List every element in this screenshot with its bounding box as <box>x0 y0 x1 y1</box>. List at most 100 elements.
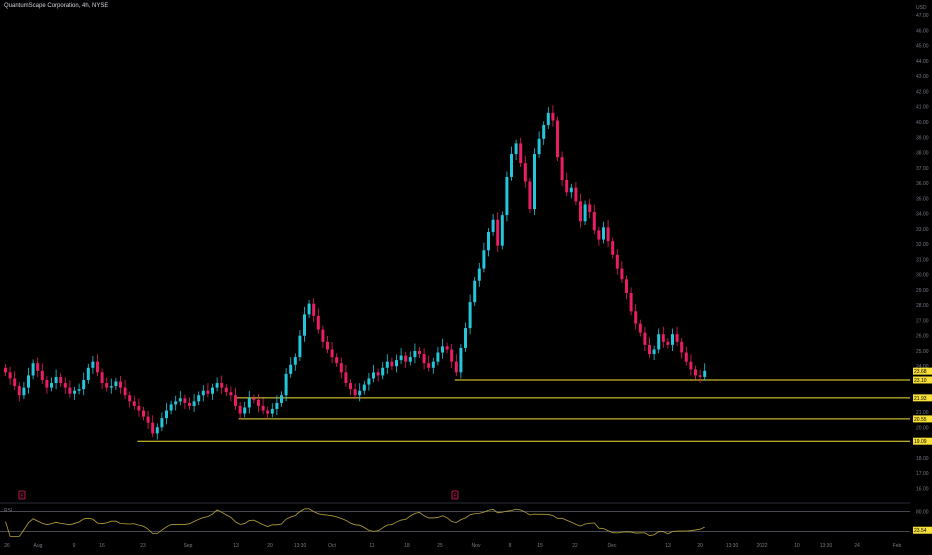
candle-body <box>353 389 357 396</box>
candle-body <box>82 379 86 390</box>
rsi-value-tag-bg <box>913 526 932 534</box>
candle-body <box>579 201 582 222</box>
candle-body <box>666 341 670 345</box>
candle-body <box>13 378 17 387</box>
y-tick-label: 44.00 <box>916 59 929 65</box>
candle-body <box>671 334 674 345</box>
candle-body <box>73 390 76 394</box>
y-tick-label: 47.00 <box>916 13 929 19</box>
y-tick-label: 26.00 <box>916 334 929 340</box>
candle-body <box>243 407 247 414</box>
candle-body <box>583 204 587 222</box>
candle-body <box>155 427 159 434</box>
candle-body <box>188 402 191 406</box>
candle-body <box>91 361 95 368</box>
earnings-marker <box>451 490 459 500</box>
candle-body <box>459 347 463 373</box>
y-tick-label: 16.00 <box>916 486 929 492</box>
candle-body <box>339 363 343 373</box>
candle-body <box>45 379 49 388</box>
candle-body <box>229 392 233 396</box>
candle-body <box>22 387 26 396</box>
candle-body <box>454 361 458 373</box>
candle-body <box>629 292 633 312</box>
candle-body <box>652 349 656 355</box>
candle-body <box>142 410 145 417</box>
x-tick-label: 2022 <box>756 543 767 549</box>
y-tick-label: 27.00 <box>916 318 929 324</box>
candle-body <box>436 352 440 362</box>
candle-body <box>275 402 279 409</box>
candle-body <box>643 332 647 345</box>
candle-body <box>312 303 316 316</box>
candle-body <box>211 387 214 394</box>
y-tick-label: 18.00 <box>916 456 929 462</box>
candle-body <box>54 376 58 384</box>
candle-body <box>206 390 210 394</box>
candle-body <box>422 354 426 364</box>
candle-body <box>441 346 444 353</box>
candle-body <box>372 372 375 379</box>
rsi-level-label: 80.00 <box>916 510 929 516</box>
candle-body <box>615 254 619 269</box>
candle-body <box>648 344 651 355</box>
candle-body <box>556 120 559 158</box>
candle-body <box>316 315 320 330</box>
x-tick-label: 13 <box>233 543 239 549</box>
candle-body <box>703 370 707 377</box>
y-tick-label: 43.00 <box>916 74 929 80</box>
candle-body <box>59 376 63 384</box>
candle-body <box>404 355 408 362</box>
candle-body <box>560 157 564 181</box>
candle-body <box>606 227 610 242</box>
x-tick-label: 20 <box>267 543 273 549</box>
candle-body <box>675 334 679 342</box>
y-tick-label: 29.00 <box>916 288 929 294</box>
candle-body <box>289 364 293 374</box>
candle-body <box>298 335 302 358</box>
candle-body <box>234 395 237 406</box>
chart-title: QuantumScape Corporation, 4h, NYSE <box>4 3 109 9</box>
candle-body <box>17 386 21 396</box>
y-tick-label: 30.00 <box>916 273 929 279</box>
x-tick-label: 10 <box>794 543 800 549</box>
candle-body <box>477 268 481 281</box>
candle-body <box>510 154 513 177</box>
x-tick-label: Nov <box>472 543 481 549</box>
y-tick-label: 42.00 <box>916 89 929 95</box>
candle-body <box>192 401 196 406</box>
candle-body <box>215 383 219 388</box>
candle-body <box>638 323 642 333</box>
rsi-line <box>5 508 705 537</box>
y-tick-label: 33.00 <box>916 227 929 233</box>
candle-body <box>634 311 638 324</box>
x-tick-label: Sep <box>184 543 193 549</box>
candle-body <box>418 350 421 355</box>
candle-body <box>505 176 509 216</box>
level-price-tag-bg <box>913 437 932 445</box>
candle-body <box>266 410 270 414</box>
candle-body <box>114 381 118 387</box>
candle-body <box>376 372 380 376</box>
candle-body <box>257 399 260 406</box>
x-tick-label: 24 <box>854 543 860 549</box>
candle-body <box>96 361 99 373</box>
candle-body <box>625 279 628 293</box>
candle-body <box>100 372 104 384</box>
candle-body <box>137 405 141 411</box>
candle-body <box>362 384 366 391</box>
x-tick-label: Aug <box>34 543 43 549</box>
last-price-tag-bg <box>913 367 932 375</box>
y-tick-label: 37.00 <box>916 166 929 172</box>
level-price-tag: 23.10 <box>914 378 927 384</box>
candle-body <box>546 112 550 126</box>
candle-body <box>151 422 155 434</box>
candle-body <box>178 398 182 402</box>
level-price-tag-bg <box>913 376 932 384</box>
last-price-tag: 23.68 <box>914 369 927 375</box>
level-price-tag: 20.55 <box>914 417 927 423</box>
candle-body <box>464 328 467 348</box>
candle-body <box>523 163 527 182</box>
